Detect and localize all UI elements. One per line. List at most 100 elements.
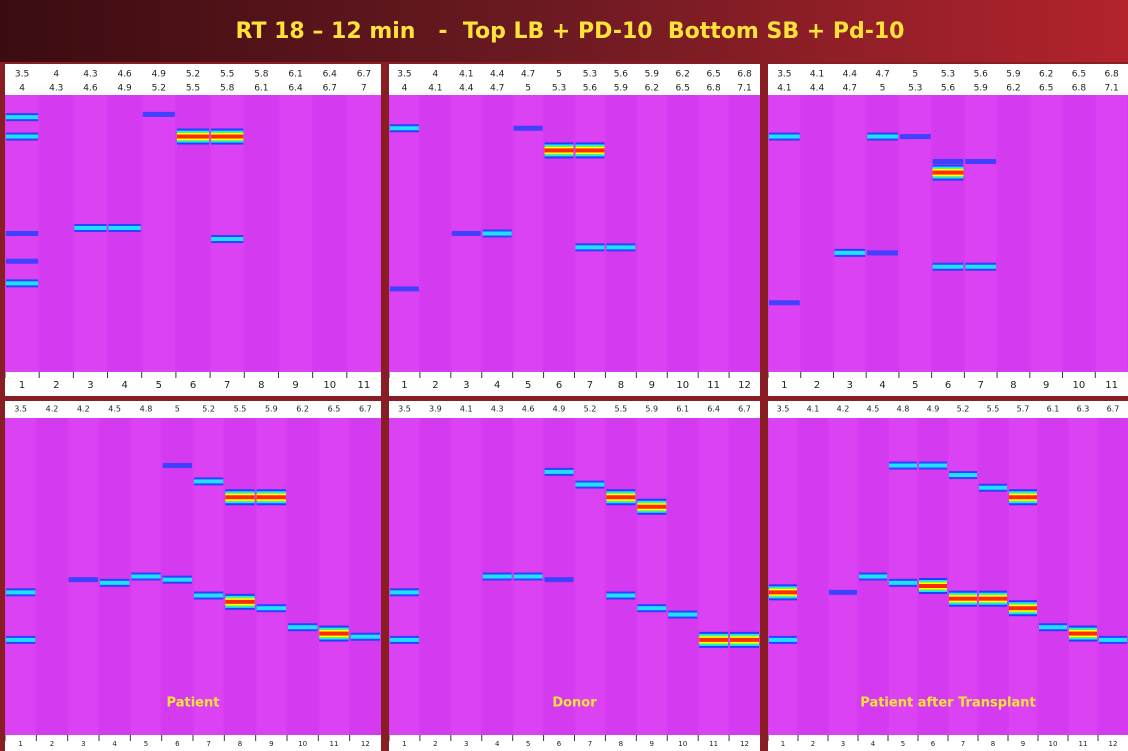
lane-number: 3 — [841, 740, 845, 748]
lane-label: 4.4 — [459, 84, 474, 94]
band — [606, 594, 635, 598]
label-strip — [389, 64, 760, 95]
lane-number: 9 — [650, 740, 654, 748]
lane-number: 6 — [175, 740, 180, 748]
band — [483, 232, 512, 236]
lane-number: 9 — [1021, 740, 1025, 748]
band — [933, 171, 964, 175]
lane-label: 4.6 — [117, 70, 132, 80]
lane — [606, 95, 635, 372]
lane-label: 4.7 — [490, 84, 504, 94]
lane-number: 3 — [81, 740, 85, 748]
band — [257, 495, 286, 499]
band — [949, 473, 977, 477]
label-strip — [389, 401, 760, 418]
lane — [637, 418, 666, 735]
lane-label: 5.2 — [152, 84, 166, 94]
lane — [421, 95, 450, 372]
lane-number: 1 — [19, 380, 25, 391]
lane-label: 6.3 — [1077, 405, 1090, 414]
lane-label: 5.5 — [186, 84, 200, 94]
band — [6, 281, 38, 285]
lane — [1009, 418, 1037, 735]
lane-label: 6.5 — [1072, 70, 1086, 80]
lane — [1031, 95, 1062, 372]
lane-number: 10 — [678, 740, 687, 748]
lane-number: 2 — [50, 740, 54, 748]
lane-number: 8 — [619, 740, 623, 748]
lane-number: 12 — [740, 740, 749, 748]
figure: RT 18 – 12 min - Top LB + PD-10 Bottom S… — [0, 0, 1128, 751]
band — [6, 590, 35, 594]
band — [390, 286, 419, 291]
lane-number: 9 — [1043, 380, 1049, 391]
lane — [965, 95, 996, 372]
lane-label: 6.4 — [707, 405, 720, 414]
lane — [576, 418, 605, 735]
lane-label: 5 — [175, 405, 180, 414]
lane-number: 10 — [1049, 740, 1058, 748]
lane — [351, 418, 380, 735]
band — [163, 463, 192, 468]
band — [965, 265, 996, 269]
band — [6, 135, 38, 139]
lane-label: 4.2 — [77, 405, 90, 414]
band — [900, 134, 931, 139]
lane — [545, 418, 574, 735]
lane-number: 6 — [557, 740, 562, 748]
lane-label: 4 — [402, 84, 408, 94]
lane-label: 3.5 — [397, 70, 411, 80]
band — [194, 594, 223, 598]
lane-number: 3 — [847, 380, 853, 391]
lane-label: 5.6 — [941, 84, 956, 94]
lane-label: 4.1 — [460, 405, 473, 414]
lane-label: 6.5 — [676, 84, 690, 94]
lane — [979, 418, 1007, 735]
lane-label: 5.3 — [941, 70, 955, 80]
lane-label: 4.6 — [522, 405, 535, 414]
band — [545, 577, 574, 582]
lane-label: 4.1 — [807, 405, 820, 414]
lane-label: 7 — [361, 84, 367, 94]
band — [6, 259, 38, 264]
lane-number: 7 — [587, 380, 593, 391]
lane-label: 4 — [433, 70, 439, 80]
lane — [576, 95, 605, 372]
lane-number: 11 — [358, 380, 371, 391]
lane — [1069, 418, 1097, 735]
lane-label: 6.2 — [1039, 70, 1053, 80]
lane-label: 4.4 — [490, 70, 505, 80]
lane-label: 3.5 — [15, 70, 29, 80]
label-strip — [768, 401, 1128, 418]
lane-label: 4.1 — [810, 70, 824, 80]
lane-label: 4.3 — [83, 70, 97, 80]
lane-number: 5 — [156, 380, 162, 391]
lane-label: 5.2 — [584, 405, 597, 414]
lane-label: 3.5 — [398, 405, 411, 414]
band — [390, 126, 419, 130]
lane-label: 4.5 — [108, 405, 121, 414]
band — [131, 575, 160, 579]
band — [1039, 625, 1067, 629]
lane — [390, 418, 419, 735]
band — [576, 245, 605, 249]
lane — [802, 95, 833, 372]
band — [933, 265, 964, 269]
lane-label: 6.2 — [645, 84, 659, 94]
lane — [998, 95, 1029, 372]
page: RT 18 – 12 min - Top LB + PD-10 Bottom S… — [0, 0, 1128, 751]
lane-number: 7 — [588, 740, 592, 748]
lane-label: 6.5 — [1039, 84, 1053, 94]
band — [351, 635, 380, 639]
lane-label: 6.8 — [1072, 84, 1087, 94]
band — [1009, 606, 1037, 610]
lane-label: 5.6 — [614, 70, 629, 80]
lane-label: 4.1 — [777, 84, 791, 94]
lane-label: 4.9 — [553, 405, 566, 414]
lane-number: 11 — [330, 740, 339, 748]
lane-label: 6.2 — [676, 70, 690, 80]
lane — [225, 418, 254, 735]
band — [769, 135, 800, 139]
label-strip — [5, 401, 381, 418]
band — [225, 600, 254, 604]
